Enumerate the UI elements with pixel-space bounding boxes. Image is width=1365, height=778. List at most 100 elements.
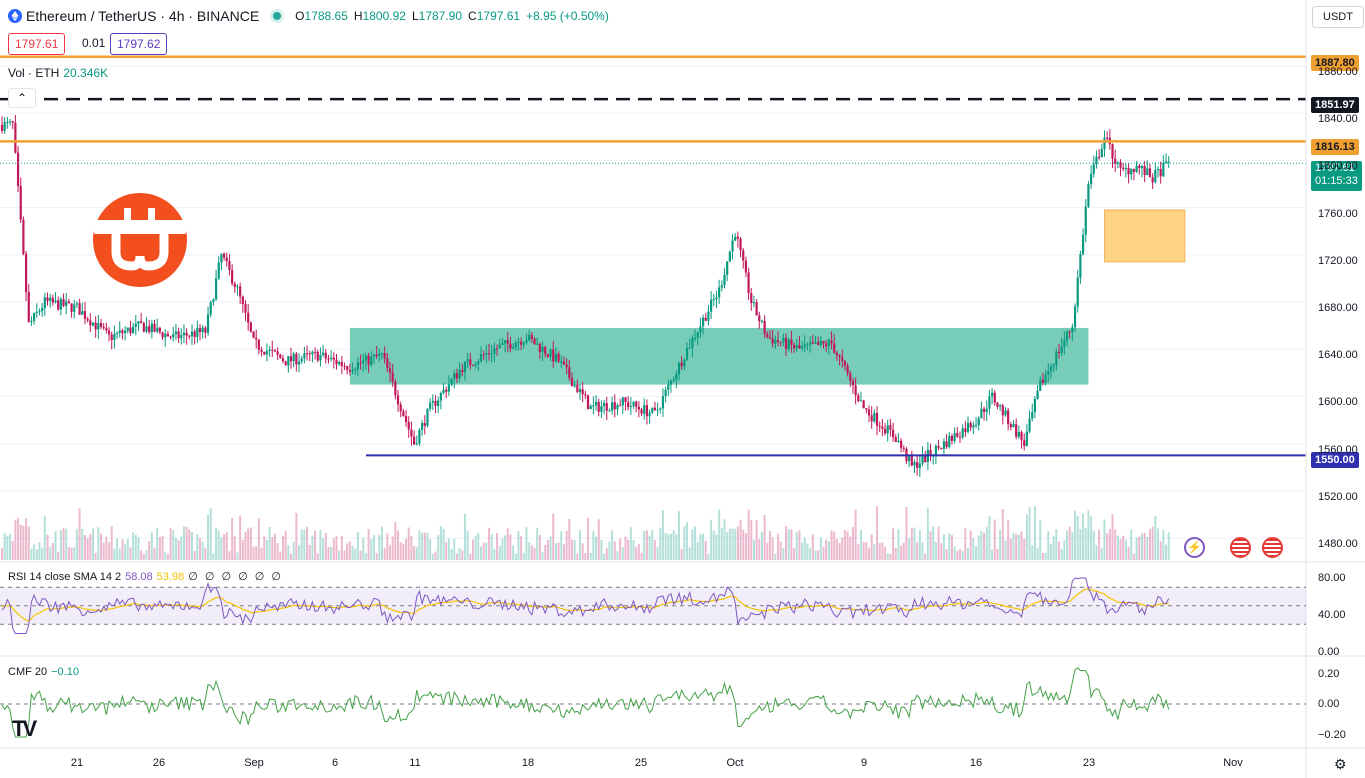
candle-body [327, 358, 330, 360]
x-axis-label: 21 [70, 757, 84, 769]
volume-bar [886, 553, 889, 560]
rsi-axis-label: 80.00 [1318, 572, 1346, 584]
volume-bar [295, 512, 298, 560]
volume-bar [1103, 519, 1106, 560]
x-axis-label: 18 [521, 757, 535, 769]
volume-bar [640, 552, 643, 560]
cmf-axis-label: 0.00 [1318, 698, 1340, 710]
volume-bar [22, 525, 25, 560]
volume-bar [62, 528, 65, 560]
candle-body [305, 353, 309, 355]
candle-body [565, 364, 568, 368]
volume-bar [710, 519, 713, 560]
volume-bar [188, 529, 191, 560]
candle-body [404, 416, 408, 423]
candle-body [247, 312, 250, 323]
candle-body [795, 345, 798, 349]
volume-bar [953, 546, 956, 560]
volume-bar [755, 520, 758, 560]
candle-body [525, 340, 528, 343]
candle-body [217, 262, 220, 279]
candle-body [517, 341, 520, 343]
volume-bar [241, 539, 244, 560]
volume-bar [568, 518, 571, 560]
candle-body [362, 360, 365, 364]
gear-icon[interactable]: ⚙ [1334, 756, 1347, 772]
volume-bar [1130, 529, 1133, 560]
volume-bar [1082, 513, 1085, 560]
candle-body [533, 338, 536, 345]
flash-event-icon[interactable]: ⚡ [1184, 537, 1205, 558]
volume-bar [744, 532, 747, 560]
candle-body [490, 353, 493, 355]
candle-body [865, 408, 868, 410]
volume-bar [429, 539, 432, 560]
cmf-label: CMF 20 [8, 666, 48, 678]
candle-body [734, 236, 737, 241]
volume-bar [477, 532, 480, 560]
volume-bar [1074, 510, 1077, 560]
candle-body [340, 362, 343, 366]
symbol-title[interactable]: Ethereum / TetherUS · 4h · BINANCE [26, 8, 260, 24]
collapse-legend-button[interactable]: ⌃ [8, 88, 36, 108]
volume-bar [17, 517, 20, 560]
volume-bar [458, 548, 461, 560]
currency-selector[interactable]: USDT [1312, 6, 1364, 28]
volume-bar [335, 536, 338, 560]
candle-body [24, 253, 28, 293]
volume-bar [806, 543, 809, 560]
candle-body [827, 340, 830, 347]
candle-body [589, 406, 592, 410]
candle-body [134, 323, 137, 327]
volume-bar [988, 516, 991, 560]
volume-bar [471, 539, 474, 560]
volume-bar [1095, 545, 1098, 560]
volume-bar [715, 534, 718, 560]
sell-button[interactable]: 1797.61 [8, 33, 66, 55]
candle-body [386, 358, 389, 369]
us-flag-event-icon[interactable] [1230, 537, 1251, 558]
volume-bar [996, 548, 999, 560]
candle-body [916, 462, 919, 469]
candle-body [434, 400, 437, 406]
volume-bar [306, 526, 309, 560]
candle-body [538, 343, 541, 353]
volume-bar [1148, 529, 1151, 560]
candle-body [875, 412, 879, 426]
candle-body [115, 332, 119, 334]
volume-bar [678, 511, 681, 560]
candle-body [549, 349, 552, 357]
candle-body [399, 404, 402, 412]
candle-body [731, 240, 734, 252]
candle-body [169, 336, 172, 338]
volume-bar [364, 552, 367, 560]
volume-bar [702, 533, 705, 560]
volume-bar [811, 534, 814, 560]
volume-bar [603, 553, 606, 560]
volume-bar [525, 526, 528, 560]
candle-body [988, 396, 991, 409]
volume-bar [239, 515, 242, 560]
volume-bar [9, 534, 12, 560]
buy-button[interactable]: 1797.62 [110, 33, 168, 55]
volume-bar [316, 553, 319, 560]
us-flag-event-icon[interactable] [1262, 537, 1283, 558]
volume-bar [110, 526, 113, 560]
volume-bar [605, 548, 608, 560]
volume-bar [1047, 531, 1050, 560]
candle-body [477, 361, 480, 365]
volume-bar [185, 526, 188, 560]
volume-bar [383, 547, 386, 560]
candle-body [110, 334, 113, 341]
candle-body [530, 334, 533, 339]
x-axis-label: 11 [409, 757, 421, 769]
volume-bar [271, 537, 274, 560]
candle-body [239, 286, 242, 297]
tradingview-logo[interactable]: TV [12, 716, 37, 741]
volume-bar [343, 550, 346, 560]
candle-body [656, 409, 659, 411]
candle-body [364, 355, 368, 361]
candle-body [241, 296, 244, 305]
volume-bar [450, 548, 453, 560]
